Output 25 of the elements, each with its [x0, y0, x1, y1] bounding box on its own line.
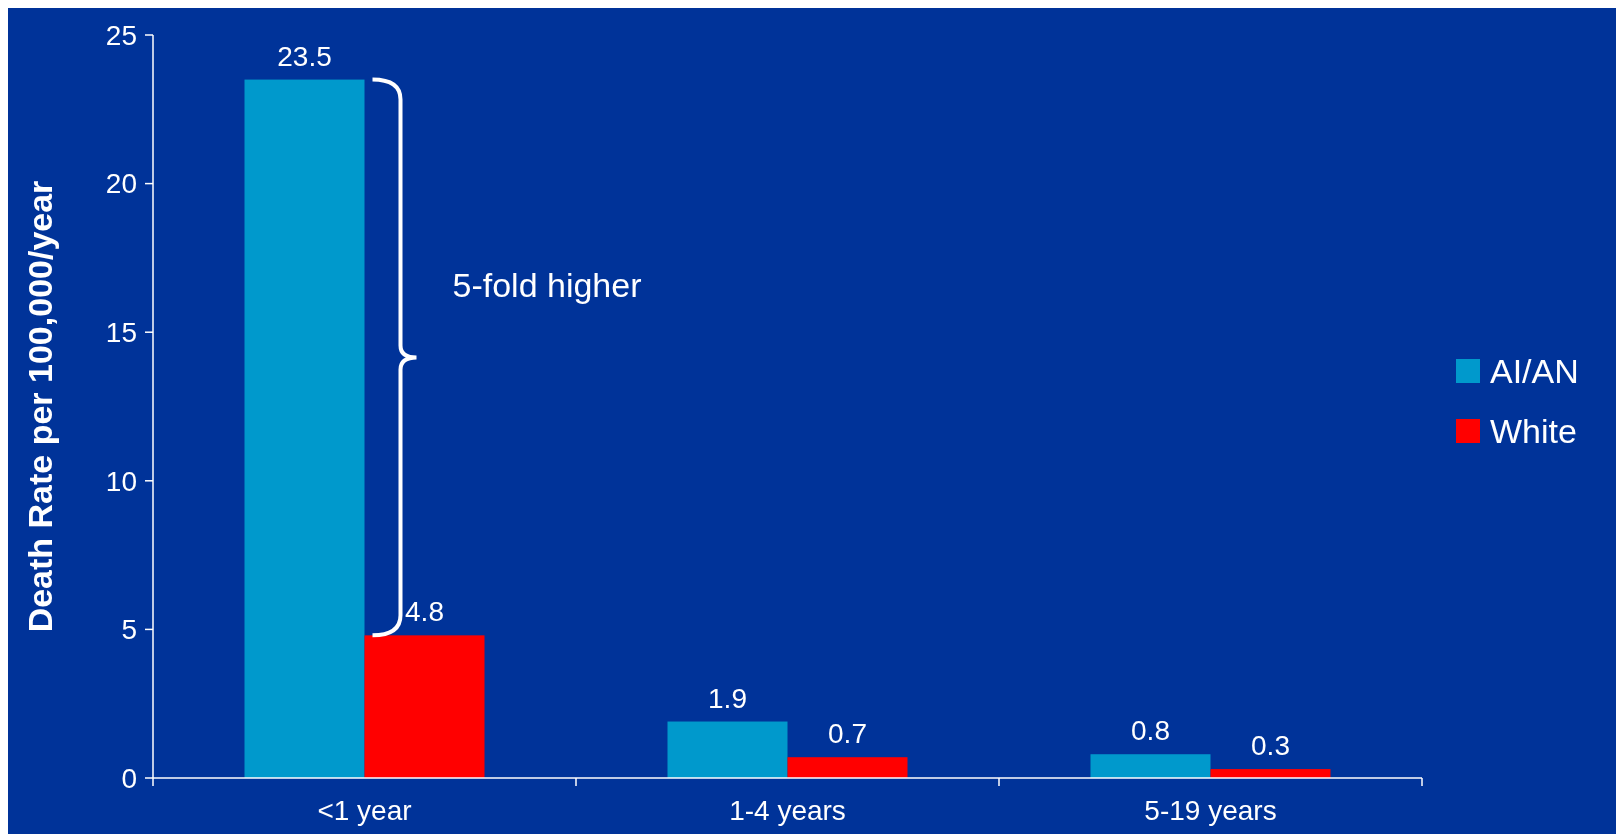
y-tick-label: 0 — [121, 762, 137, 794]
data-label: 23.5 — [277, 40, 332, 72]
bar — [787, 757, 908, 778]
data-label: 4.8 — [405, 596, 444, 628]
legend-label: White — [1490, 411, 1577, 450]
y-tick-label: 10 — [105, 465, 137, 497]
y-axis-title: Death Rate per 100,000/year — [21, 180, 59, 633]
data-label: 0.3 — [1251, 730, 1290, 762]
legend-label: AI/AN — [1490, 351, 1579, 390]
x-tick-label: <1 year — [317, 795, 412, 826]
y-tick-label: 5 — [121, 614, 137, 646]
x-tick-label: 1-4 years — [729, 795, 846, 826]
data-label: 0.8 — [1131, 715, 1170, 747]
data-label: 1.9 — [708, 682, 747, 714]
y-tick-label: 15 — [105, 317, 137, 348]
annotation: 5-fold higher — [452, 266, 642, 305]
y-tick-label: 20 — [105, 168, 137, 200]
bar — [244, 79, 365, 778]
bar — [667, 721, 788, 778]
bar — [364, 635, 485, 778]
y-tick-label: 25 — [105, 19, 137, 51]
x-tick-label: 5-19 years — [1144, 795, 1277, 826]
bar — [1210, 769, 1331, 778]
data-label: 0.7 — [828, 718, 867, 750]
bar — [1090, 754, 1211, 778]
